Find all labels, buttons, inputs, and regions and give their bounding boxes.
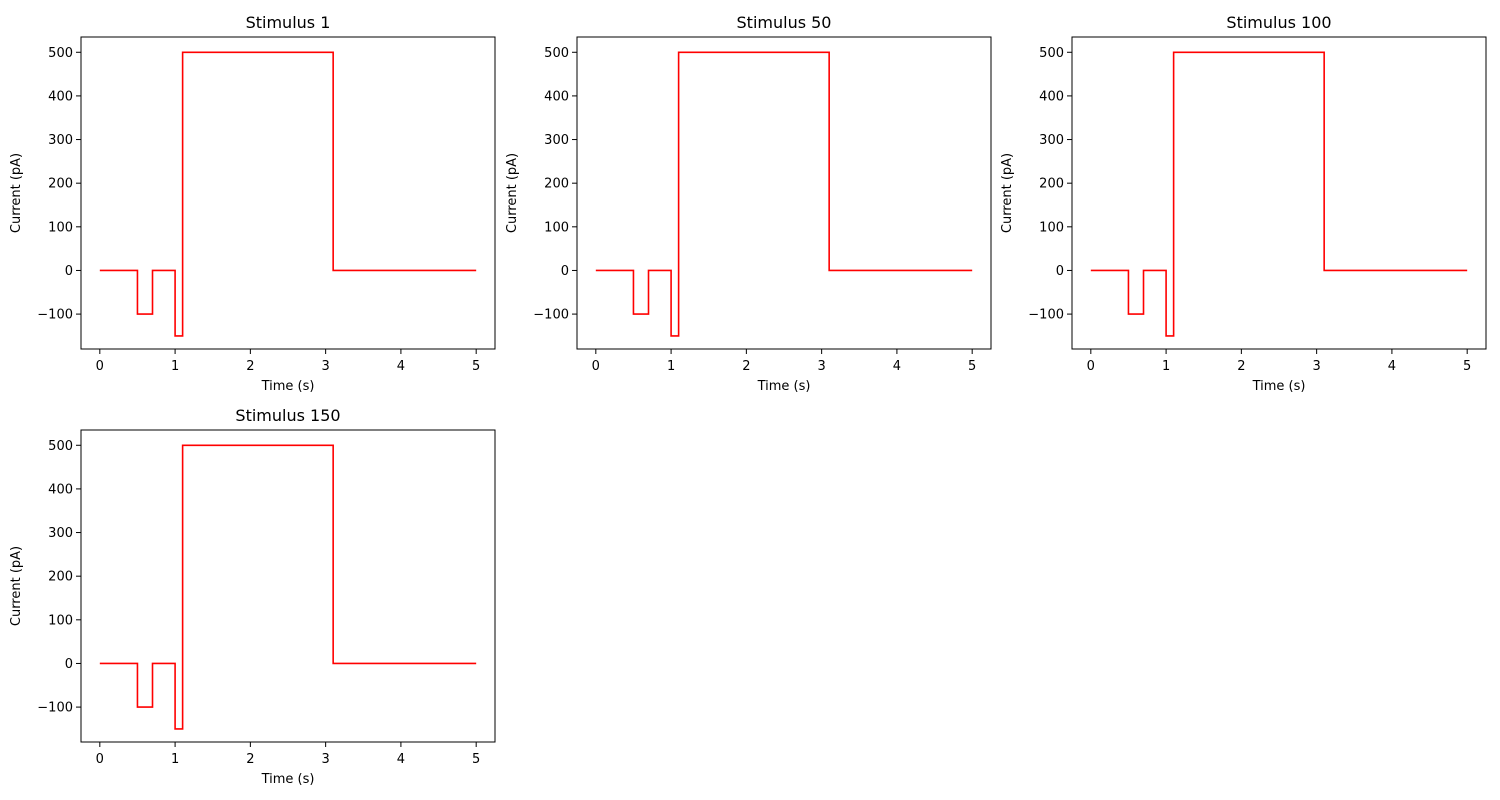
y-tick-label: 0 — [65, 264, 73, 279]
series-line — [99, 51, 477, 337]
x-tick-label: 0 — [96, 752, 104, 767]
y-tick-label: 500 — [48, 46, 73, 61]
y-tick-label: 300 — [48, 526, 73, 541]
y-tick-label: −100 — [1028, 308, 1064, 323]
plot-frame — [80, 36, 496, 350]
series-line — [99, 444, 477, 730]
chart-title: Stimulus 50 — [737, 13, 832, 32]
x-tick-label: 2 — [246, 752, 254, 767]
y-tick-label: −100 — [37, 701, 73, 716]
y-tick-label: 400 — [48, 482, 73, 497]
x-tick-label: 0 — [1087, 359, 1095, 374]
x-tick-label: 2 — [742, 359, 750, 374]
y-tick-label: 400 — [48, 89, 73, 104]
x-tick-label: 5 — [472, 752, 480, 767]
panel-1: 0 1 2 3 4 5 −100 0 100 200 300 400 500 Stimulus 1 Time… — [9, 13, 496, 394]
x-tick-label: 5 — [472, 359, 480, 374]
series-line — [595, 51, 973, 337]
y-tick-label: 500 — [544, 46, 569, 61]
y-tick-label: 200 — [1039, 177, 1064, 192]
y-tick-label: −100 — [533, 308, 569, 323]
x-tick-label: 4 — [1388, 359, 1396, 374]
y-tick-label: 300 — [544, 133, 569, 148]
y-tick-label: 0 — [1056, 264, 1064, 279]
x-tick-label: 2 — [246, 359, 254, 374]
y-tick-label: 100 — [544, 220, 569, 235]
y-tick-label: 400 — [1039, 89, 1064, 104]
x-tick-label: 1 — [667, 359, 675, 374]
x-tick-label: 4 — [397, 359, 405, 374]
y-tick-label: 100 — [48, 220, 73, 235]
x-tick-label: 3 — [321, 359, 329, 374]
y-tick-label: 0 — [561, 264, 569, 279]
x-axis-label: Time (s) — [261, 772, 315, 787]
x-tick-label: 3 — [1312, 359, 1320, 374]
y-tick-label: 100 — [1039, 220, 1064, 235]
x-axis-label: Time (s) — [757, 379, 811, 394]
y-tick-label: 500 — [1039, 46, 1064, 61]
y-tick-label: 200 — [48, 177, 73, 192]
y-axis-label: Current (pA) — [9, 153, 24, 233]
chart-title: Stimulus 100 — [1226, 13, 1331, 32]
x-tick-label: 3 — [817, 359, 825, 374]
plot-frame — [80, 429, 496, 743]
y-axis-label: Current (pA) — [1000, 153, 1015, 233]
x-tick-label: 2 — [1237, 359, 1245, 374]
y-axis-label: Current (pA) — [505, 153, 520, 233]
x-tick-label: 4 — [893, 359, 901, 374]
x-tick-label: 3 — [321, 752, 329, 767]
x-tick-label: 5 — [1463, 359, 1471, 374]
x-tick-label: 0 — [96, 359, 104, 374]
y-tick-label: 300 — [48, 133, 73, 148]
panel-2: 0 1 2 3 4 5 −100 0 100 200 300 400 500 Stimulus 50 Tim… — [505, 13, 992, 394]
plot-frame — [576, 36, 992, 350]
y-tick-label: −100 — [37, 308, 73, 323]
y-tick-label: 0 — [65, 657, 73, 672]
x-tick-label: 5 — [968, 359, 976, 374]
chart-title: Stimulus 1 — [246, 13, 331, 32]
chart-title: Stimulus 150 — [235, 406, 340, 425]
y-axis-label: Current (pA) — [9, 546, 24, 626]
x-axis-label: Time (s) — [261, 379, 315, 394]
panel-4: 0 1 2 3 4 5 −100 0 100 200 300 400 500 Stimulus 150 Ti… — [9, 406, 496, 787]
x-tick-label: 0 — [592, 359, 600, 374]
y-tick-label: 500 — [48, 439, 73, 454]
x-tick-label: 1 — [171, 752, 179, 767]
y-tick-label: 300 — [1039, 133, 1064, 148]
y-tick-label: 200 — [544, 177, 569, 192]
y-tick-label: 100 — [48, 613, 73, 628]
series-line — [1090, 51, 1468, 337]
panel-3: 0 1 2 3 4 5 −100 0 100 200 300 400 500 Stimulus 100 Ti… — [1000, 13, 1487, 394]
y-tick-label: 400 — [544, 89, 569, 104]
x-tick-label: 4 — [397, 752, 405, 767]
x-tick-label: 1 — [1162, 359, 1170, 374]
y-tick-label: 200 — [48, 570, 73, 585]
plot-frame — [1071, 36, 1487, 350]
x-tick-label: 1 — [171, 359, 179, 374]
x-axis-label: Time (s) — [1252, 379, 1306, 394]
